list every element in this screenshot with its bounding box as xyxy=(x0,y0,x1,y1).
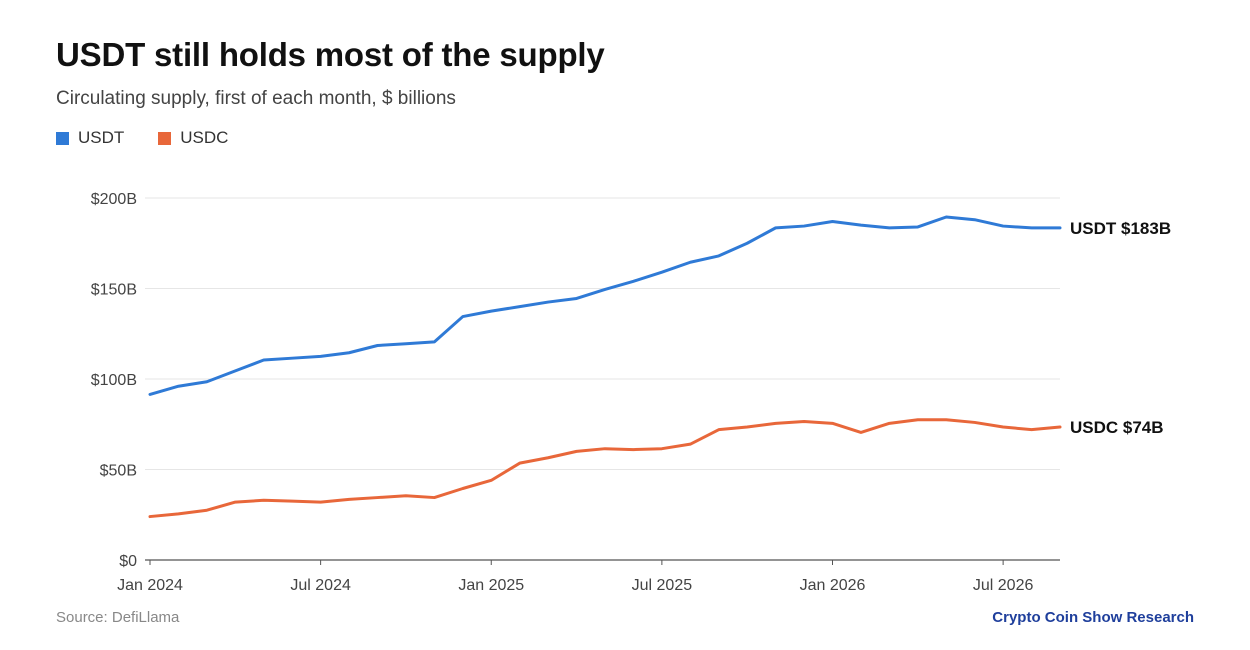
x-tick-label: Jan 2026 xyxy=(800,577,866,594)
data-point-usdc xyxy=(176,512,180,516)
data-point-usdc xyxy=(319,500,323,504)
data-point-usdc xyxy=(347,497,351,501)
x-tick-label: Jul 2025 xyxy=(632,577,693,594)
y-tick-label: $0 xyxy=(119,553,137,570)
data-point-usdt xyxy=(944,215,948,219)
data-point-usdt xyxy=(802,224,806,228)
data-point-usdt xyxy=(1001,224,1005,228)
y-tick-label: $150B xyxy=(91,282,137,299)
data-point-usdt xyxy=(176,384,180,388)
x-tick-label: Jan 2025 xyxy=(458,577,524,594)
y-tick-label: $100B xyxy=(91,372,137,389)
data-point-usdc xyxy=(461,487,465,491)
data-point-usdt xyxy=(489,309,493,313)
data-point-usdc xyxy=(546,456,550,460)
data-point-usdt xyxy=(660,270,664,274)
y-axis: $0 $50B $100B $150B $200B xyxy=(91,191,137,570)
data-point-usdt xyxy=(290,356,294,360)
data-point-usdc xyxy=(489,478,493,482)
data-point-usdc xyxy=(1058,425,1062,429)
data-point-usdt xyxy=(688,260,692,264)
source-note: Source: DefiLlama xyxy=(56,609,180,626)
chart-legend: USDT USDC xyxy=(56,128,262,148)
x-tick-label: Jul 2026 xyxy=(973,577,1034,594)
data-point-usdc xyxy=(518,461,522,465)
chart-subtitle: Circulating supply, first of each month,… xyxy=(56,88,456,109)
x-tick-label: Jan 2024 xyxy=(117,577,183,594)
data-point-usdt xyxy=(887,226,891,230)
data-point-usdc xyxy=(774,421,778,425)
legend-label-usdc: USDC xyxy=(180,128,229,147)
data-point-usdt xyxy=(831,220,835,224)
data-point-usdt xyxy=(1030,226,1034,230)
data-point-usdc xyxy=(831,421,835,425)
data-point-usdc xyxy=(376,496,380,500)
x-tick-label: Jul 2024 xyxy=(290,577,351,594)
data-point-usdt xyxy=(774,226,778,230)
data-point-usdc xyxy=(575,449,579,453)
data-point-usdc xyxy=(148,515,152,519)
data-point-usdc xyxy=(432,496,436,500)
data-point-usdt xyxy=(973,218,977,222)
data-point-usdc xyxy=(262,498,266,502)
data-point-usdc xyxy=(688,442,692,446)
legend-item-usdt: USDT xyxy=(56,128,124,148)
data-point-usdc xyxy=(859,430,863,434)
data-point-usdt xyxy=(319,354,323,358)
data-point-usdc xyxy=(631,448,635,452)
chart-title: USDT still holds most of the supply xyxy=(56,36,605,73)
legend-item-usdc: USDC xyxy=(158,128,228,148)
end-labels: USDT $183B USDC $74B xyxy=(1070,219,1171,437)
data-point-usdt xyxy=(916,225,920,229)
data-point-usdt xyxy=(205,380,209,384)
data-point-usdt xyxy=(404,342,408,346)
data-point-usdc xyxy=(887,421,891,425)
data-point-usdc xyxy=(973,420,977,424)
data-point-usdt xyxy=(745,241,749,245)
data-point-usdc xyxy=(717,428,721,432)
series-lines xyxy=(148,215,1062,519)
data-point-usdt xyxy=(717,254,721,258)
data-point-usdc xyxy=(802,420,806,424)
data-point-usdt xyxy=(631,279,635,283)
data-point-usdt xyxy=(546,300,550,304)
data-point-usdt xyxy=(347,351,351,355)
data-point-usdc xyxy=(205,508,209,512)
data-point-usdt xyxy=(233,369,237,373)
series-line-usdc xyxy=(148,418,1062,519)
data-point-usdc xyxy=(916,418,920,422)
data-point-usdt xyxy=(148,392,152,396)
data-point-usdt xyxy=(432,340,436,344)
data-point-usdt xyxy=(575,296,579,300)
data-point-usdc xyxy=(233,500,237,504)
end-label-usdc: USDC $74B xyxy=(1070,418,1164,437)
data-point-usdc xyxy=(404,494,408,498)
y-tick-label: $200B xyxy=(91,191,137,208)
data-point-usdc xyxy=(944,418,948,422)
end-label-usdt: USDT $183B xyxy=(1070,219,1171,238)
brand-credit: Crypto Coin Show Research xyxy=(992,609,1194,626)
data-point-usdc xyxy=(660,447,664,451)
gridlines xyxy=(145,197,1060,561)
y-tick-label: $50B xyxy=(100,463,137,480)
data-point-usdt xyxy=(376,344,380,348)
data-point-usdc xyxy=(1030,428,1034,432)
data-point-usdt xyxy=(461,315,465,319)
legend-swatch-usdc xyxy=(158,131,172,145)
data-point-usdc xyxy=(603,447,607,451)
data-point-usdt xyxy=(518,305,522,309)
x-axis: Jan 2024 Jul 2024 Jan 2025 Jul 2025 Jan 2026… xyxy=(117,560,1033,594)
data-point-usdt xyxy=(859,223,863,227)
data-point-usdt xyxy=(1058,226,1062,230)
data-point-usdc xyxy=(290,499,294,503)
data-point-usdc xyxy=(745,425,749,429)
series-line-usdt xyxy=(148,215,1062,396)
data-point-usdt xyxy=(262,358,266,362)
legend-swatch-usdt xyxy=(56,131,69,145)
data-point-usdc xyxy=(1001,425,1005,429)
data-point-usdt xyxy=(603,287,607,291)
legend-label-usdt: USDT xyxy=(78,128,125,147)
